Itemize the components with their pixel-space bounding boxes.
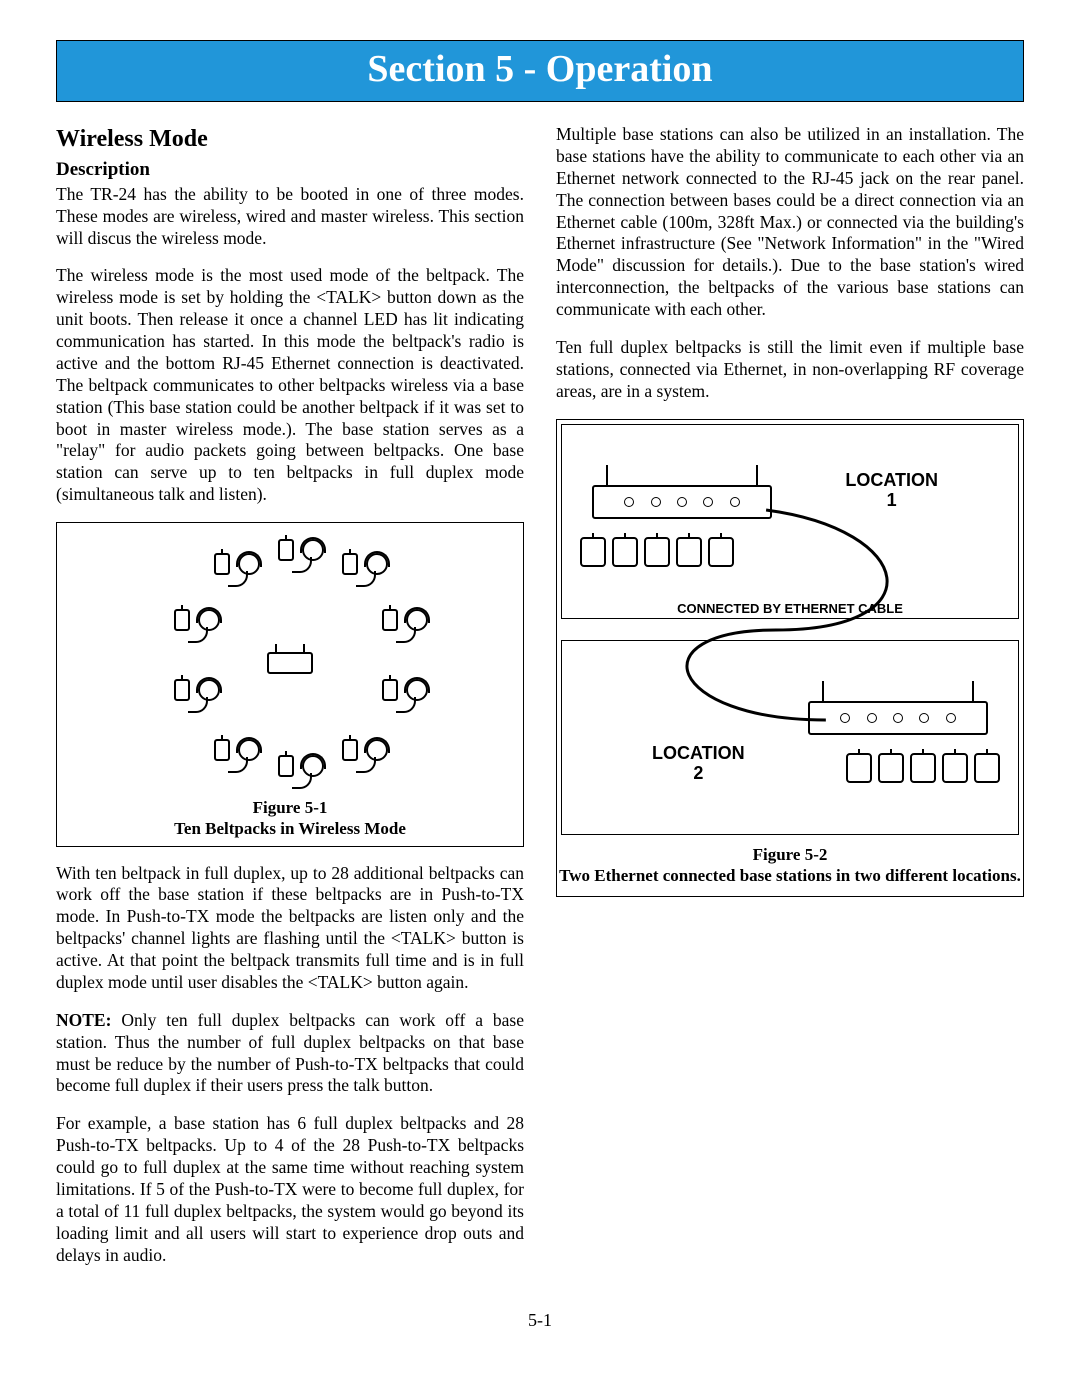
beltpack-icon [708,537,734,567]
cord-icon [228,757,248,773]
left-column: Wireless Mode Description The TR-24 has … [56,124,524,1282]
beltpack-icon [580,537,606,567]
cord-icon [228,571,248,587]
beltpack-icon [612,537,638,567]
cord-icon [292,557,312,573]
beltpack-row [580,537,734,567]
figure-5-2-title: Two Ethernet connected base stations in … [559,866,1021,885]
note-body: Only ten full duplex beltpacks can work … [56,1010,524,1096]
beltpack-icon [974,753,1000,783]
base-station-icon [808,701,988,735]
beltpack-row [846,753,1000,783]
location-1-box: LOCATION 1 CONNECTED BY ETHERNET CABLE [561,424,1019,619]
cord-icon [356,757,376,773]
para-example: For example, a base station has 6 full d… [56,1113,524,1266]
para-limit: Ten full duplex beltpacks is still the l… [556,337,1024,403]
cord-icon [396,627,416,643]
beltpack-icon [878,753,904,783]
location-2-label: LOCATION 2 [652,743,745,784]
figure-5-1-diagram [80,533,500,793]
para-wireless-detail: The wireless mode is the most used mode … [56,265,524,506]
para-push-to-tx: With ten beltpack in full duplex, up to … [56,863,524,994]
cord-icon [356,571,376,587]
figure-5-1-title: Ten Beltpacks in Wireless Mode [174,819,406,838]
para-note: NOTE: Only ten full duplex beltpacks can… [56,1010,524,1098]
ethernet-label: CONNECTED BY ETHERNET CABLE [562,601,1018,617]
beltpack-icon [846,753,872,783]
heading-wireless-mode: Wireless Mode [56,124,524,154]
base-station-icon [267,652,313,674]
figure-5-2: LOCATION 1 CONNECTED BY ETHERNET CABLE [556,419,1024,898]
cord-icon [292,773,312,789]
section-banner: Section 5 - Operation [56,40,1024,102]
location-2-box: LOCATION 2 [561,640,1019,835]
figure-5-1-caption: Figure 5-1 Ten Beltpacks in Wireless Mod… [67,797,513,840]
location-1-label: LOCATION 1 [845,470,938,511]
two-column-layout: Wireless Mode Description The TR-24 has … [56,124,1024,1282]
page-number: 5-1 [56,1310,1024,1331]
subheading-description: Description [56,158,524,182]
figure-5-2-caption: Figure 5-2 Two Ethernet connected base s… [557,844,1023,887]
para-intro: The TR-24 has the ability to be booted i… [56,184,524,250]
beltpack-icon [910,753,936,783]
right-column: Multiple base stations can also be utili… [556,124,1024,1282]
para-multiple-bases: Multiple base stations can also be utili… [556,124,1024,321]
base-station-icon [592,485,772,519]
figure-5-1-number: Figure 5-1 [253,798,328,817]
figure-5-2-number: Figure 5-2 [753,845,828,864]
cord-icon [188,697,208,713]
figure-5-1: Figure 5-1 Ten Beltpacks in Wireless Mod… [56,522,524,847]
beltpack-icon [644,537,670,567]
note-label: NOTE: [56,1010,111,1030]
beltpack-icon [676,537,702,567]
figure-5-2-diagram: LOCATION 1 CONNECTED BY ETHERNET CABLE [557,420,1023,840]
beltpack-icon [942,753,968,783]
cord-icon [188,627,208,643]
cord-icon [396,697,416,713]
